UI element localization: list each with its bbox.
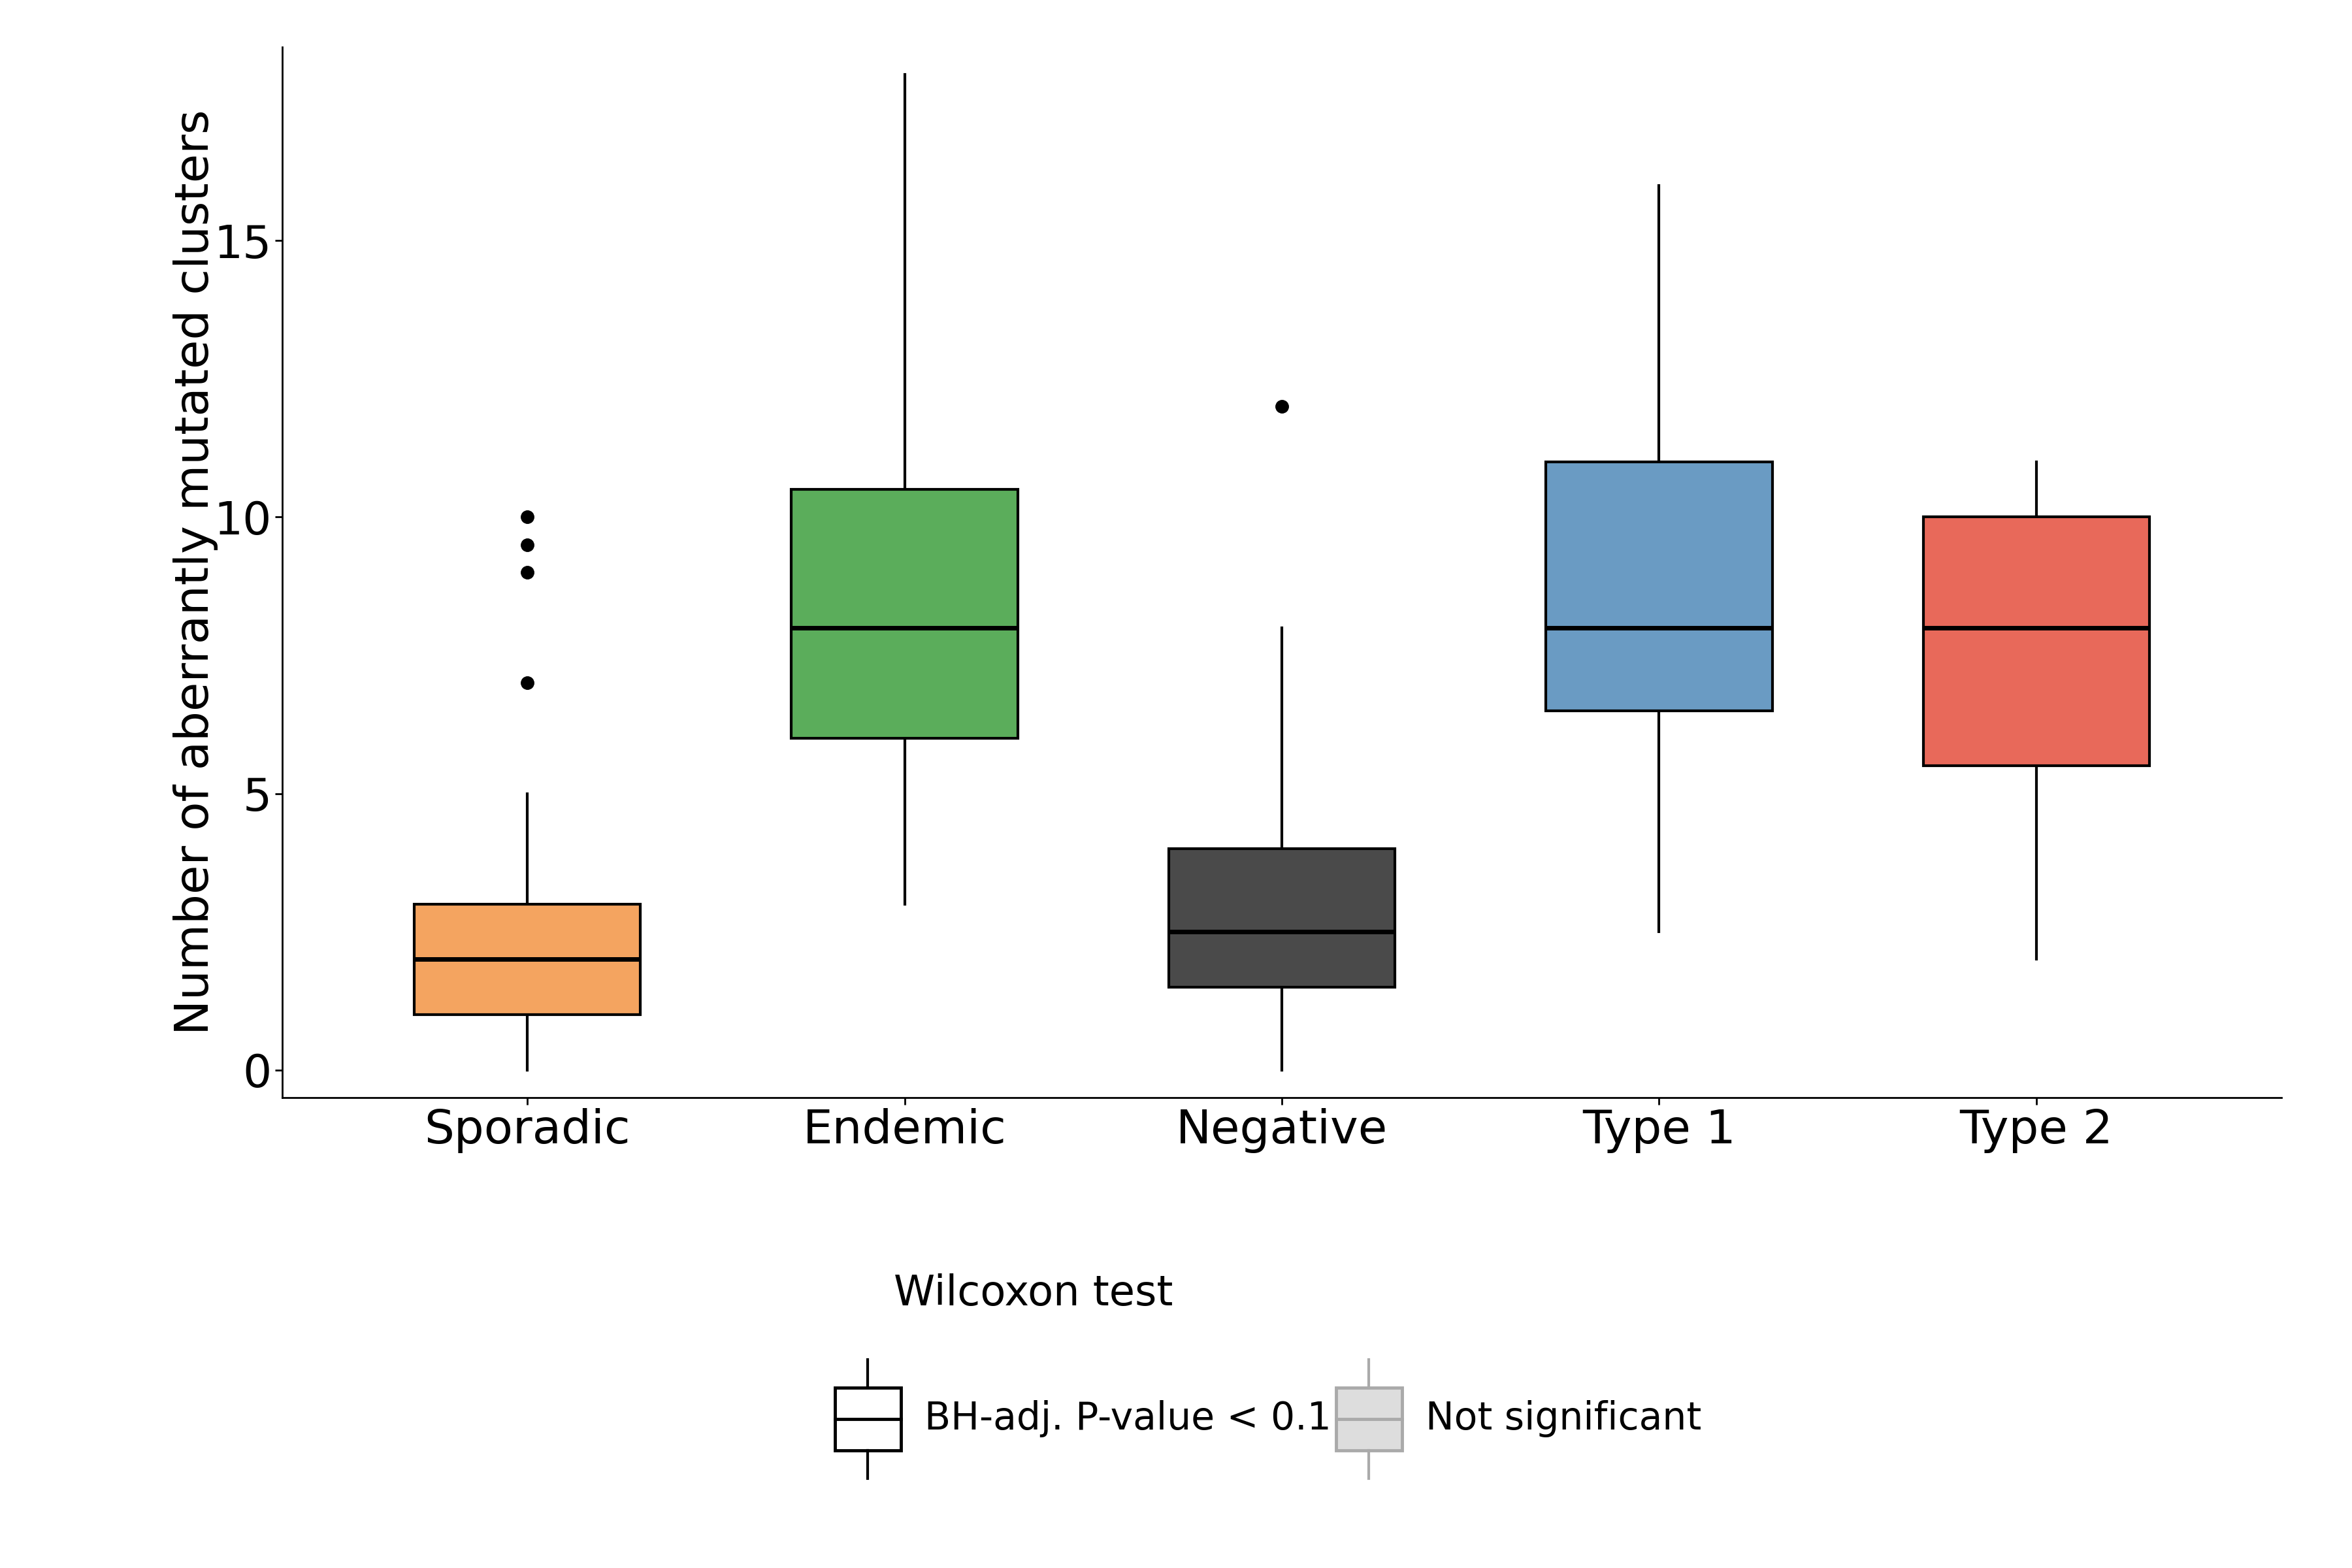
Y-axis label: Number of aberrantly mutated clusters: Number of aberrantly mutated clusters [174,110,219,1035]
Bar [414,905,640,1014]
Bar [793,489,1018,739]
Bar [1545,461,1771,710]
Text: BH-adj. P-value < 0.1: BH-adj. P-value < 0.1 [924,1400,1331,1438]
Bar [1924,517,2150,765]
Text: Wilcoxon test: Wilcoxon test [894,1273,1174,1314]
Text: Not significant: Not significant [1425,1400,1700,1438]
Bar [1169,848,1395,986]
